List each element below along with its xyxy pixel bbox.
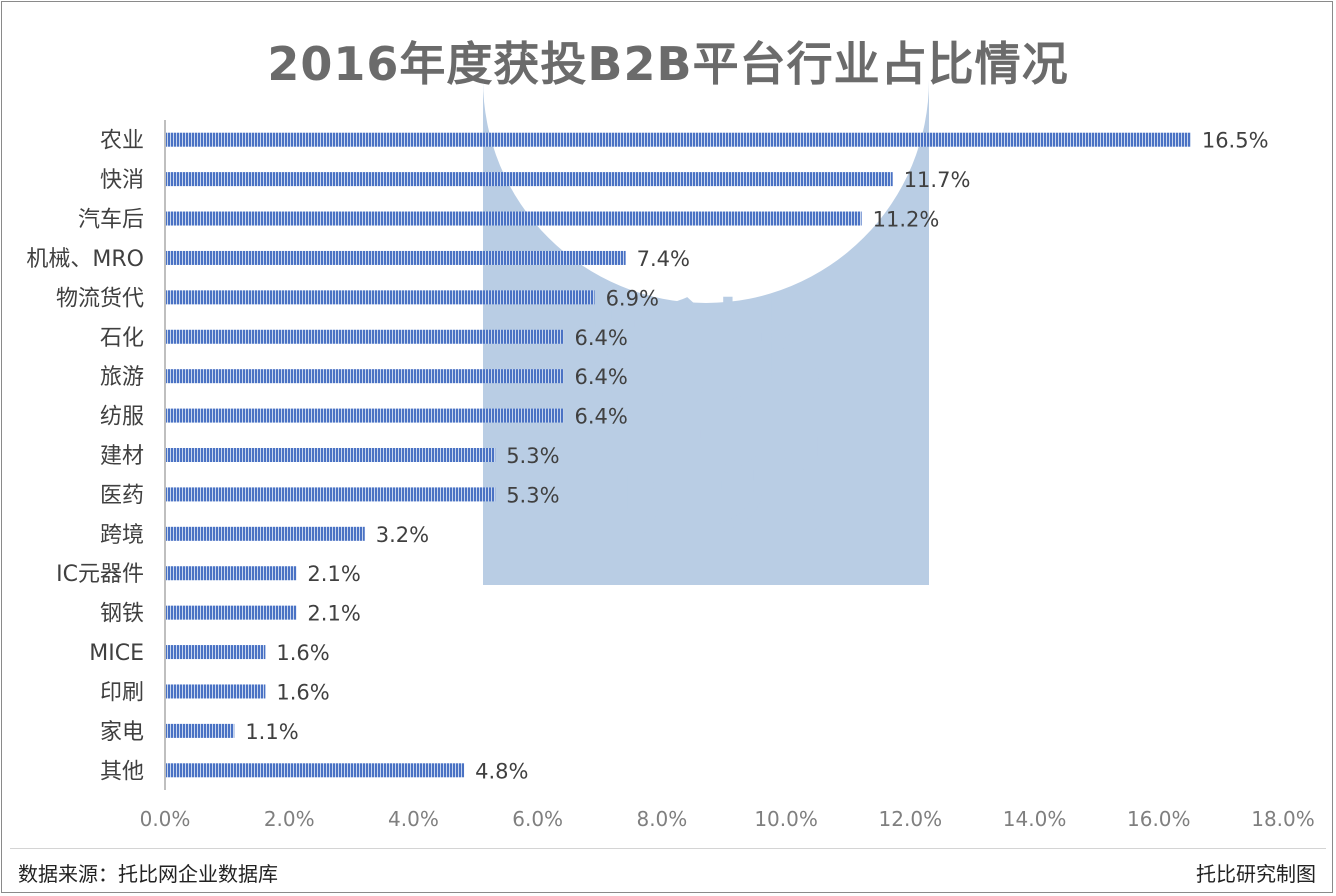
x-tick-label: 16.0% <box>1127 807 1191 831</box>
category-label: 快消 <box>100 168 144 193</box>
watermark-en: 2B.CN <box>500 574 936 735</box>
data-label: 5.3% <box>506 444 559 468</box>
category-label: 旅游 <box>100 365 144 390</box>
data-label: 3.2% <box>376 523 429 547</box>
bar-11 <box>166 566 297 581</box>
category-label: 钢铁 <box>100 602 144 627</box>
x-tick-label: 6.0% <box>512 807 563 831</box>
x-tick-label: 4.0% <box>388 807 439 831</box>
bar-4 <box>166 290 595 305</box>
category-label: 医药 <box>100 483 144 508</box>
category-label: 石化 <box>100 326 144 351</box>
x-tick-label: 12.0% <box>879 807 943 831</box>
bar-2 <box>166 211 862 226</box>
category-label: 家电 <box>100 720 144 745</box>
bar-3 <box>166 250 626 265</box>
bar-0 <box>166 132 1191 147</box>
category-label: 印刷 <box>100 680 144 705</box>
data-label: 4.8% <box>475 759 528 783</box>
category-label: 汽车后 <box>78 208 144 233</box>
category-label: IC元器件 <box>56 562 144 587</box>
data-label: 6.9% <box>606 286 659 310</box>
bar-9 <box>166 487 496 502</box>
bar-13 <box>166 645 266 660</box>
category-label: MICE <box>89 641 144 666</box>
x-tick-label: 8.0% <box>636 807 687 831</box>
chart-credit: 托比研究制图 <box>1196 862 1316 886</box>
data-label: 2.1% <box>307 562 360 586</box>
bar-5 <box>166 329 564 344</box>
x-tick-label: 0.0% <box>140 807 191 831</box>
watermark-shape <box>483 80 929 585</box>
data-label: 1.6% <box>276 641 329 665</box>
bar-7 <box>166 408 564 423</box>
data-label: 16.5% <box>1202 129 1269 153</box>
bar-10 <box>166 526 365 541</box>
category-label: 建材 <box>100 444 144 469</box>
bar-15 <box>166 723 235 738</box>
x-tick-label: 2.0% <box>264 807 315 831</box>
x-tick-label: 14.0% <box>1003 807 1067 831</box>
category-label: 跨境 <box>100 523 144 548</box>
bar-6 <box>166 369 564 384</box>
data-label: 11.7% <box>904 168 971 192</box>
bar-14 <box>166 684 266 699</box>
data-label: 6.4% <box>575 405 628 429</box>
data-label: 5.3% <box>506 483 559 507</box>
chart-title: 2016年度获投B2B平台行业占比情况 <box>267 37 1069 91</box>
footer-divider <box>10 848 1326 849</box>
data-label: 2.1% <box>307 602 360 626</box>
category-label: 机械、MRO <box>26 247 144 272</box>
data-label: 1.1% <box>245 720 298 744</box>
data-source-note: 数据来源：托比网企业数据库 <box>18 862 278 886</box>
bar-1 <box>166 172 893 187</box>
x-tick-label: 18.0% <box>1251 807 1315 831</box>
watermark-cn: 托比 研究 <box>590 285 827 551</box>
bar-12 <box>166 605 297 620</box>
category-label: 农业 <box>100 129 144 154</box>
bar-8 <box>166 448 496 462</box>
data-label: 6.4% <box>575 365 628 389</box>
data-label: 7.4% <box>637 247 690 271</box>
data-label: 1.6% <box>276 680 329 704</box>
data-label: 11.2% <box>873 208 940 232</box>
category-label: 物流货代 <box>56 286 144 311</box>
category-label: 纺服 <box>100 405 144 430</box>
data-label: 6.4% <box>575 326 628 350</box>
category-label: 其他 <box>100 759 144 784</box>
x-tick-label: 10.0% <box>754 807 818 831</box>
bar-16 <box>166 763 465 778</box>
